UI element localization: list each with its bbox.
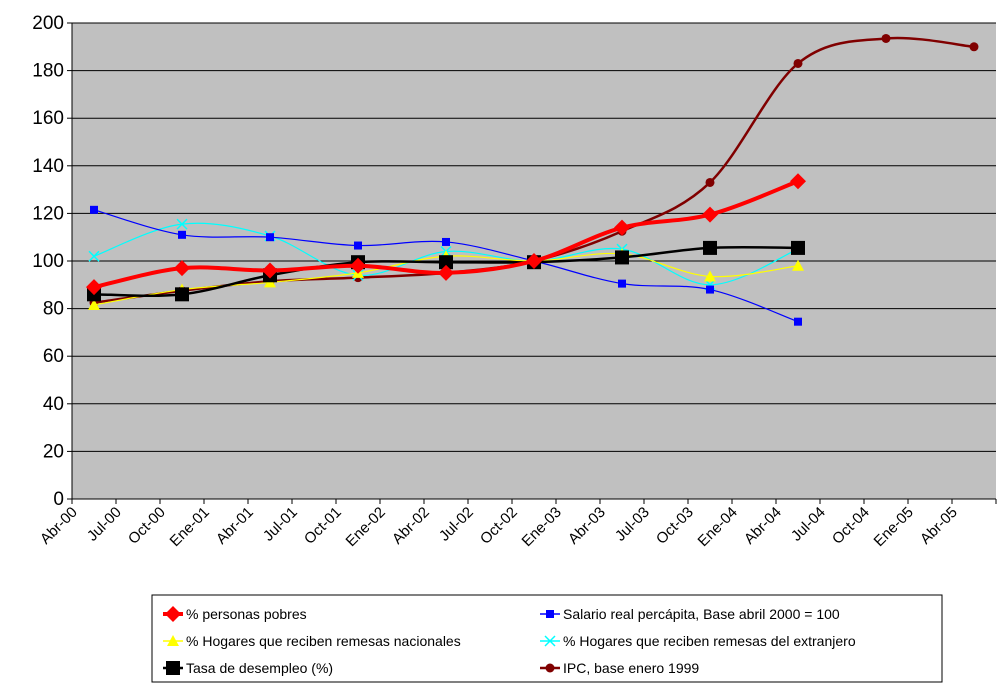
x-tick-label: Ene-05 <box>871 504 917 550</box>
series-layer <box>86 33 979 326</box>
x-tick-label: Jul-02 <box>436 504 477 545</box>
x-tick-label: Oct-03 <box>653 504 697 548</box>
data-point <box>176 218 188 230</box>
data-point <box>704 270 716 282</box>
data-point <box>703 240 717 255</box>
data-point <box>354 241 362 250</box>
x-tick-label: Oct-02 <box>477 504 521 548</box>
legend-label: IPC, base enero 1999 <box>563 660 699 676</box>
legend-swatch-marker <box>167 635 179 646</box>
data-point <box>438 264 454 281</box>
legend-swatch-marker <box>546 610 554 618</box>
legend-swatch-marker <box>166 661 180 675</box>
y-tick-label: 40 <box>43 394 64 415</box>
legend-swatch-marker <box>165 606 181 622</box>
data-point <box>969 42 979 52</box>
legend-swatch-marker <box>544 635 556 647</box>
y-tick-label: 140 <box>32 156 64 177</box>
data-point <box>86 279 102 296</box>
x-tick-label: Oct-00 <box>125 504 169 548</box>
data-point <box>350 257 366 274</box>
data-point <box>792 259 804 271</box>
y-tick-label: 80 <box>43 299 64 320</box>
data-point <box>88 299 100 311</box>
x-tick-label: Oct-01 <box>301 504 345 548</box>
y-tick-label: 180 <box>32 61 64 82</box>
data-point <box>881 33 891 43</box>
x-tick-label: Abr-00 <box>37 504 81 548</box>
x-tick-label: Abr-04 <box>741 504 785 548</box>
x-tick-label: Abr-03 <box>565 504 609 548</box>
series-0 <box>86 173 806 296</box>
legend-item-3: % Hogares que reciben remesas del extran… <box>540 633 856 649</box>
data-point <box>178 230 186 239</box>
data-point <box>614 219 630 236</box>
legend: % personas pobres Salario real percápita,… <box>151 594 943 683</box>
legend-label: % personas pobres <box>186 606 307 622</box>
data-point <box>174 260 190 277</box>
y-tick-label: 200 <box>32 13 64 34</box>
axes <box>71 23 997 504</box>
data-point <box>88 250 100 262</box>
legend-swatch-marker <box>545 663 555 673</box>
x-tick-label: Abr-02 <box>389 504 433 548</box>
legend-item-1: Salario real percápita, Base abril 2000 … <box>540 606 840 622</box>
data-point <box>262 262 278 279</box>
y-tick-label: 60 <box>43 346 64 367</box>
data-point <box>439 255 453 270</box>
x-tick-label: Oct-04 <box>829 504 873 548</box>
x-tick-label: Jul-00 <box>84 504 125 545</box>
data-point <box>791 240 805 255</box>
x-tick-label: Abr-05 <box>917 504 961 548</box>
data-point <box>618 279 626 288</box>
series-4 <box>87 240 805 302</box>
data-point <box>705 177 715 187</box>
data-point <box>442 237 450 246</box>
data-point <box>615 250 629 265</box>
legend-label: Salario real percápita, Base abril 2000 … <box>563 606 840 622</box>
x-tick-label: Ene-01 <box>167 504 213 550</box>
legend-item-0: % personas pobres <box>163 606 307 622</box>
data-point <box>266 233 274 242</box>
legend-item-2: % Hogares que reciben remesas nacionales <box>163 633 461 649</box>
data-point <box>702 206 718 223</box>
data-point <box>706 285 714 294</box>
data-point <box>526 253 542 269</box>
y-tick-label: 100 <box>32 251 64 272</box>
legend-item-4: Tasa de desempleo (%) <box>163 660 333 676</box>
data-point <box>793 58 803 68</box>
data-point <box>175 287 189 302</box>
x-tick-label: Ene-03 <box>519 504 565 550</box>
legend-label: % Hogares que reciben remesas del extran… <box>563 633 856 649</box>
x-tick-label: Jul-04 <box>788 504 829 545</box>
x-tick-label: Jul-01 <box>260 504 301 545</box>
y-tick-label: 0 <box>53 489 64 510</box>
y-tick-label: 160 <box>32 108 64 129</box>
y-axis-tick-labels: 0 20 40 60 80 100 120 140 160 180 200 <box>32 13 64 510</box>
y-tick-label: 20 <box>43 441 64 462</box>
data-point <box>90 205 98 214</box>
x-tick-label: Ene-02 <box>343 504 389 550</box>
legend-label: % Hogares que reciben remesas nacionales <box>186 633 461 649</box>
legend-item-5: IPC, base enero 1999 <box>540 660 699 676</box>
x-tick-label: Ene-04 <box>695 504 741 550</box>
y-tick-label: 120 <box>32 203 64 224</box>
data-point <box>790 173 806 190</box>
x-tick-label: Jul-03 <box>612 504 653 545</box>
legend-label: Tasa de desempleo (%) <box>186 660 333 676</box>
x-tick-label: Abr-01 <box>213 504 257 548</box>
data-point <box>794 317 802 326</box>
